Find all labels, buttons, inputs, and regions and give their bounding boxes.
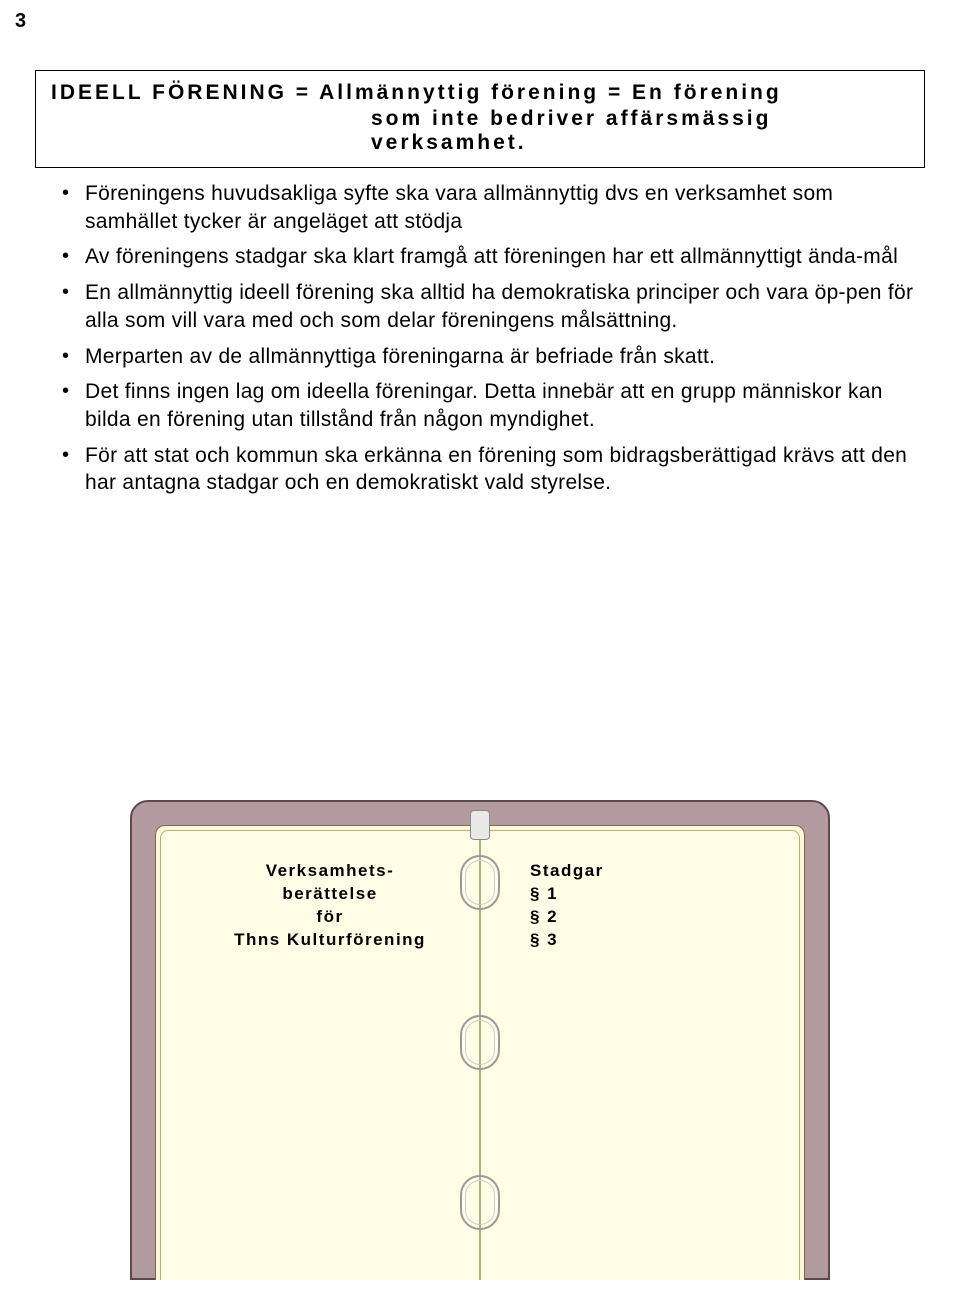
binder-spine-post — [470, 810, 490, 840]
binder-ring-icon — [460, 855, 500, 910]
left-page-line: för — [200, 906, 460, 929]
page-number: 3 — [15, 10, 26, 33]
binder-left-page-text: Verksamhets- berättelse för Thns Kulturf… — [200, 860, 460, 952]
right-page-line: § 3 — [530, 929, 730, 952]
left-page-line: berättelse — [200, 883, 460, 906]
definition-box: IDEELL FÖRENING = Allmännyttig förening … — [35, 70, 925, 168]
right-page-line: § 2 — [530, 906, 730, 929]
list-item: Merparten av de allmännyttiga föreningar… — [60, 343, 920, 371]
left-page-line: Verksamhets- — [200, 860, 460, 883]
definition-line1: IDEELL FÖRENING = Allmännyttig förening … — [51, 81, 909, 105]
binder-illustration: Verksamhets- berättelse för Thns Kulturf… — [130, 800, 830, 1280]
list-item: För att stat och kommun ska erkänna en f… — [60, 442, 920, 497]
binder-ring-icon — [460, 1015, 500, 1070]
right-page-line: § 1 — [530, 883, 730, 906]
binder-ring-icon — [460, 1175, 500, 1230]
list-item: Det finns ingen lag om ideella föreninga… — [60, 378, 920, 433]
list-item: Av föreningens stadgar ska klart framgå … — [60, 243, 920, 271]
list-item: En allmännyttig ideell förening ska allt… — [60, 279, 920, 334]
left-page-line: Thns Kulturförening — [200, 929, 460, 952]
definition-line2: som inte bedriver affärsmässig verksamhe… — [371, 107, 909, 155]
bullet-list: Föreningens huvudsakliga syfte ska vara … — [60, 180, 920, 505]
binder-right-page-text: Stadgar § 1 § 2 § 3 — [530, 860, 730, 952]
right-page-line: Stadgar — [530, 860, 730, 883]
list-item: Föreningens huvudsakliga syfte ska vara … — [60, 180, 920, 235]
